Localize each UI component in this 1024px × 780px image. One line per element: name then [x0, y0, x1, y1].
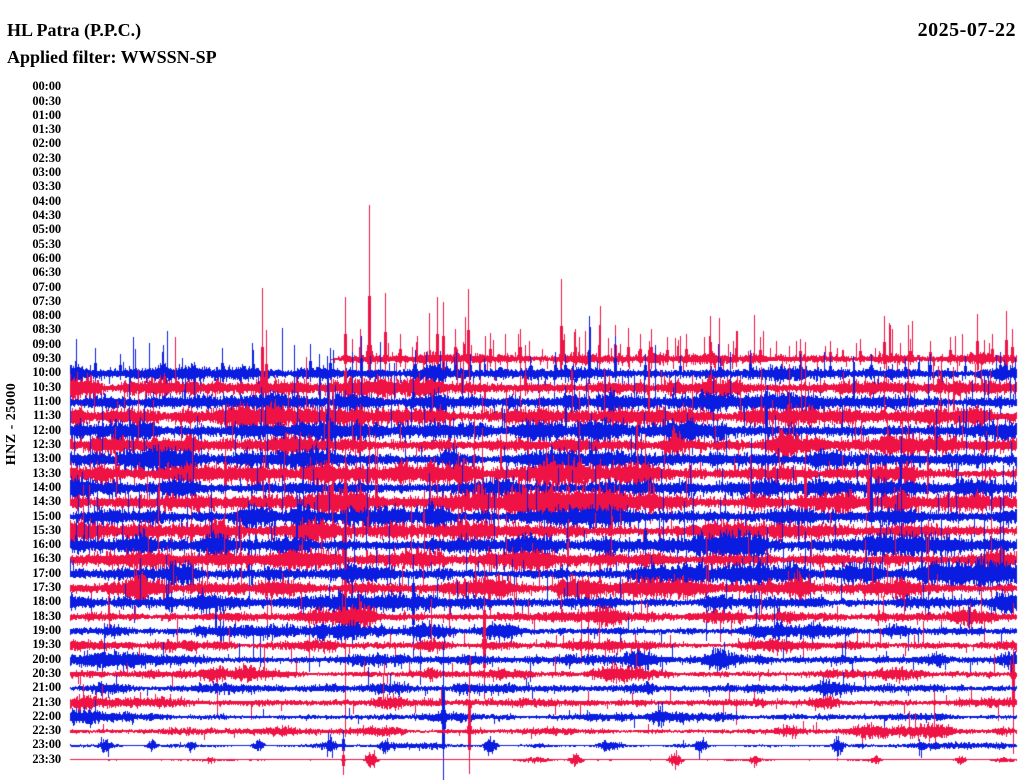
time-label: 07:00 — [32, 279, 61, 294]
time-label: 06:30 — [32, 265, 61, 280]
time-label: 08:30 — [32, 322, 61, 337]
time-label: 04:00 — [32, 193, 61, 208]
time-label: 00:00 — [32, 79, 61, 94]
time-label: 06:00 — [32, 250, 61, 265]
time-label: 18:30 — [32, 608, 61, 623]
time-label: 23:00 — [32, 737, 61, 752]
time-label: 16:30 — [32, 551, 61, 566]
time-label: 17:30 — [32, 580, 61, 595]
time-label: 18:00 — [32, 594, 61, 609]
time-label: 21:30 — [32, 694, 61, 709]
time-label: 08:00 — [32, 308, 61, 323]
time-label: 13:30 — [32, 465, 61, 480]
applied-filter-label: Applied filter: WWSSN-SP — [7, 47, 217, 67]
time-label: 19:30 — [32, 637, 61, 652]
time-label: 22:00 — [32, 708, 61, 723]
time-label: 21:00 — [32, 680, 61, 695]
time-label: 20:30 — [32, 665, 61, 680]
date-label: 2025-07-22 — [917, 18, 1016, 41]
time-label: 17:00 — [32, 565, 61, 580]
time-label: 14:00 — [32, 479, 61, 494]
time-label: 23:30 — [32, 751, 61, 766]
time-label: 22:30 — [32, 723, 61, 738]
time-label: 10:00 — [32, 365, 61, 380]
time-label: 05:00 — [32, 222, 61, 237]
time-label: 00:30 — [32, 93, 61, 108]
time-label: 05:30 — [32, 236, 61, 251]
time-label: 20:00 — [32, 651, 61, 666]
time-label: 16:00 — [32, 537, 61, 552]
time-label: 12:00 — [32, 422, 61, 437]
time-label: 09:30 — [32, 351, 61, 366]
time-label: 07:30 — [32, 293, 61, 308]
time-label: 19:00 — [32, 622, 61, 637]
time-label: 10:30 — [32, 379, 61, 394]
time-label: 14:30 — [32, 494, 61, 509]
time-label: 13:00 — [32, 451, 61, 466]
time-label: 02:00 — [32, 136, 61, 151]
time-label: 04:30 — [32, 207, 61, 222]
time-label: 03:30 — [32, 179, 61, 194]
time-label: 15:00 — [32, 508, 61, 523]
time-label: 02:30 — [32, 150, 61, 165]
time-label: 12:30 — [32, 436, 61, 451]
time-label: 09:00 — [32, 336, 61, 351]
station-title: HL Patra (P.P.C.) — [7, 20, 142, 40]
time-label: 15:30 — [32, 522, 61, 537]
time-label: 01:30 — [32, 122, 61, 137]
time-label: 11:00 — [33, 394, 61, 409]
time-label: 03:00 — [32, 165, 61, 180]
time-label: 01:00 — [32, 107, 61, 122]
time-label: 11:30 — [33, 408, 61, 423]
